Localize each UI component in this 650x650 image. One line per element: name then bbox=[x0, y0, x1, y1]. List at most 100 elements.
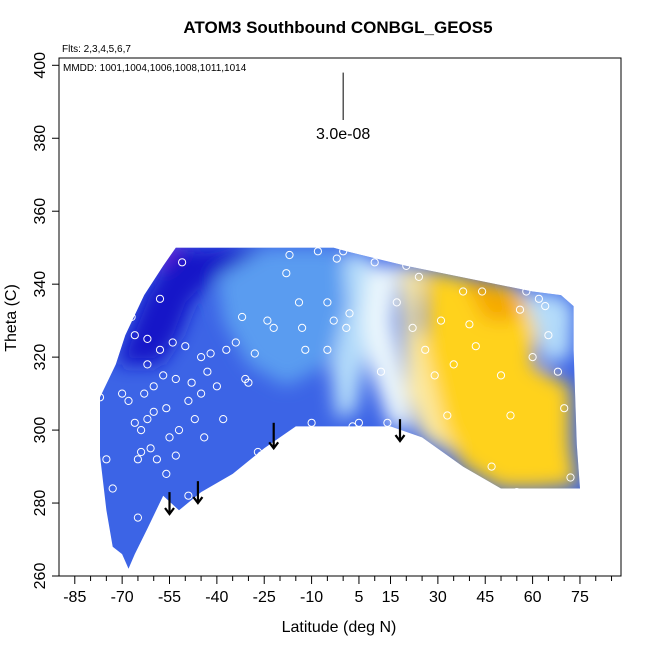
observation-point bbox=[449, 360, 458, 369]
observation-point bbox=[506, 411, 515, 420]
observation-point bbox=[206, 349, 215, 358]
arrow-marker bbox=[394, 419, 406, 443]
observation-point bbox=[133, 513, 142, 522]
observation-point bbox=[212, 382, 221, 391]
observation-point bbox=[329, 316, 338, 325]
observation-point bbox=[219, 415, 228, 424]
observation-point bbox=[496, 371, 506, 380]
x-tick-label: 15 bbox=[382, 589, 400, 606]
observation-point bbox=[414, 272, 423, 281]
observation-point bbox=[140, 389, 149, 398]
observation-point bbox=[143, 360, 152, 369]
x-tick-label: 75 bbox=[571, 589, 589, 606]
observation-point bbox=[323, 298, 332, 307]
observation-point bbox=[522, 287, 531, 296]
observation-point bbox=[512, 488, 521, 497]
arrow-marker bbox=[192, 481, 204, 505]
observation-point bbox=[383, 418, 392, 427]
observation-point bbox=[108, 484, 117, 493]
observation-point bbox=[137, 447, 146, 457]
observation-point bbox=[187, 378, 196, 387]
observation-point bbox=[323, 345, 332, 354]
field-region-set bbox=[115, 247, 577, 489]
x-axis: -85 -70 -55 -40 -25 -10 5 15 30 45 60 75 bbox=[63, 575, 613, 606]
field-region-mid_blue bbox=[216, 247, 347, 387]
observation-point bbox=[339, 247, 348, 256]
observation-point bbox=[354, 418, 363, 427]
observation-point bbox=[487, 462, 496, 471]
observation-point bbox=[269, 323, 278, 332]
observation-point bbox=[465, 320, 474, 329]
observation-point bbox=[130, 418, 139, 427]
x-tick-label: -25 bbox=[253, 589, 276, 606]
y-axis-label: Theta (C) bbox=[3, 284, 20, 352]
dates-note: MMDD: 1001,1004,1006,1008,1011,1014 bbox=[63, 63, 247, 74]
field-region-light_yellow bbox=[400, 265, 464, 460]
arrow-head bbox=[164, 507, 175, 516]
observation-point bbox=[178, 258, 187, 267]
observation-point bbox=[200, 433, 209, 442]
observation-point bbox=[301, 345, 310, 354]
x-axis-label: Latitude (deg N) bbox=[282, 619, 397, 636]
observation-point bbox=[130, 331, 139, 340]
y-axis: 260 280 300 320 340 360 380 400 bbox=[32, 52, 60, 589]
y-tick-label: 360 bbox=[32, 198, 49, 225]
observation-point bbox=[298, 323, 307, 332]
observation-point bbox=[244, 378, 253, 387]
observation-point bbox=[143, 415, 152, 424]
observation-point bbox=[560, 404, 569, 413]
arrow-head bbox=[394, 434, 406, 443]
observation-point bbox=[478, 287, 487, 296]
observation-point bbox=[263, 316, 272, 325]
observation-point bbox=[421, 345, 430, 354]
observation-point bbox=[162, 469, 171, 478]
observation-point bbox=[528, 353, 537, 362]
observation-point bbox=[342, 323, 351, 332]
y-tick-label: 340 bbox=[32, 271, 49, 298]
observation-point bbox=[402, 261, 411, 270]
observation-point bbox=[443, 411, 452, 420]
observation-point bbox=[250, 349, 259, 358]
x-tick-label: 45 bbox=[476, 589, 494, 606]
observations bbox=[95, 247, 575, 522]
field-region-light_blue bbox=[520, 291, 574, 365]
observation-point bbox=[436, 316, 446, 325]
arrow-head bbox=[268, 441, 280, 451]
observation-point bbox=[285, 250, 294, 260]
observation-point bbox=[197, 389, 206, 398]
observation-point bbox=[181, 342, 190, 351]
observation-point bbox=[544, 331, 553, 340]
observation-point bbox=[408, 323, 417, 332]
chart-title: ATOM3 Southbound CONBGL_GEOS5 bbox=[183, 18, 492, 37]
observation-point bbox=[294, 298, 304, 307]
observation-point bbox=[159, 371, 168, 380]
y-tick-label: 380 bbox=[32, 125, 49, 152]
observation-point bbox=[541, 302, 550, 311]
observation-point bbox=[231, 338, 240, 347]
observation-point bbox=[197, 353, 206, 362]
observation-point bbox=[184, 396, 193, 405]
observation-point bbox=[137, 426, 146, 435]
observation-point bbox=[566, 473, 575, 482]
observation-point bbox=[162, 404, 171, 413]
y-tick-label: 280 bbox=[32, 490, 49, 517]
observation-point bbox=[171, 374, 180, 384]
observation-point bbox=[534, 294, 544, 303]
observation-point bbox=[222, 345, 231, 354]
flights-note: Flts: 2,3,4,5,6,7 bbox=[62, 44, 131, 55]
observation-point bbox=[124, 396, 133, 405]
observation-point bbox=[149, 407, 158, 416]
scale-label: 3.0e-08 bbox=[316, 126, 370, 143]
observation-point bbox=[171, 451, 180, 460]
observation-point bbox=[459, 287, 468, 296]
observation-point bbox=[95, 393, 105, 402]
observation-point bbox=[155, 294, 165, 303]
observation-point bbox=[307, 418, 316, 427]
x-tick-label: 30 bbox=[429, 589, 447, 606]
observation-point bbox=[174, 426, 184, 435]
x-tick-label: -55 bbox=[158, 589, 181, 606]
observation-point bbox=[168, 338, 177, 347]
field-group bbox=[100, 247, 580, 569]
arrow-head bbox=[192, 496, 204, 505]
observation-point bbox=[190, 415, 199, 424]
